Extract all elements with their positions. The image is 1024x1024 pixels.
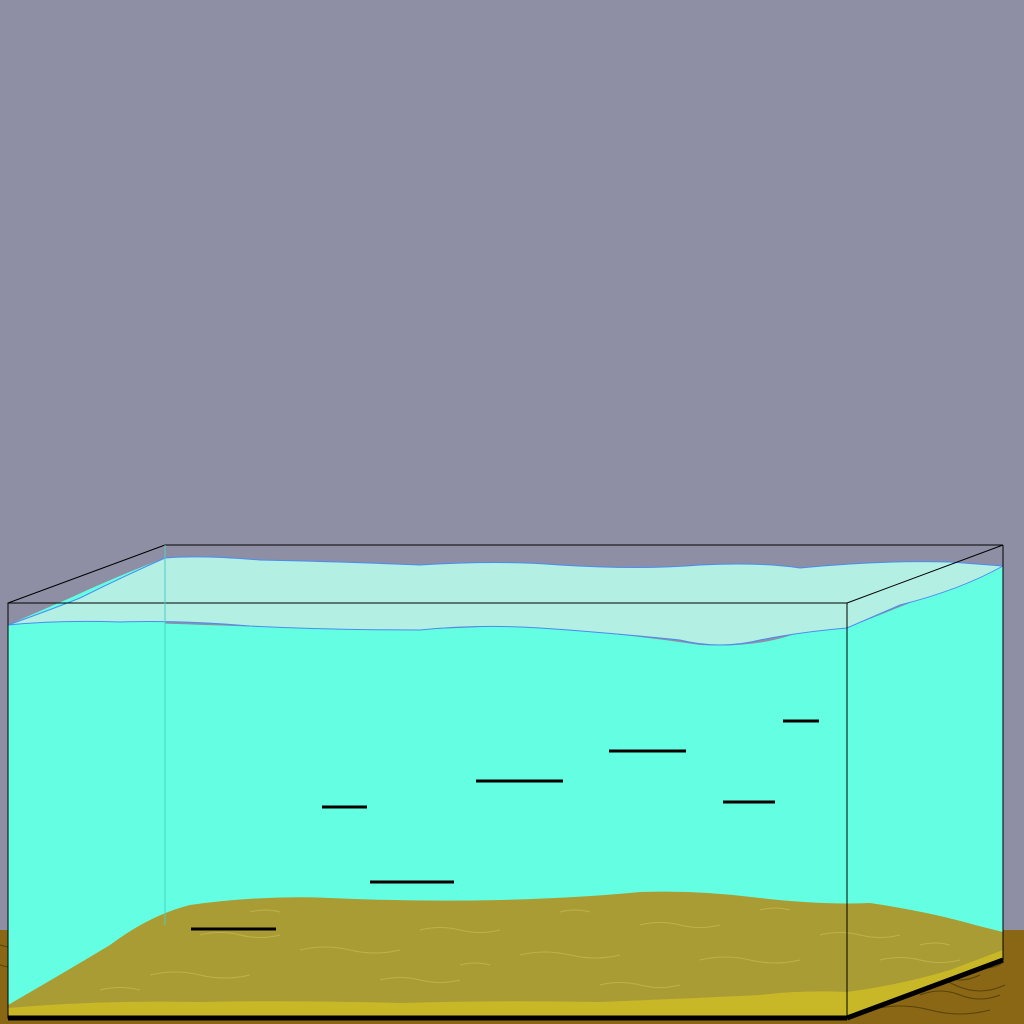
tank-base: [8, 957, 1004, 1021]
water-surface: [7, 556, 1005, 646]
sand-bed: [8, 891, 1003, 1018]
fish-group: [191, 719, 819, 931]
